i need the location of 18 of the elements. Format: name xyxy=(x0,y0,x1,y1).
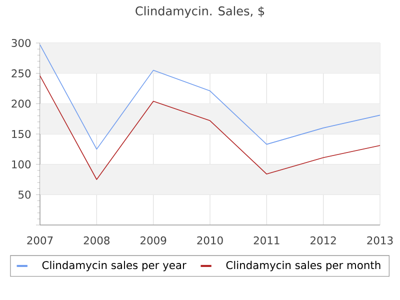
y-tick-label: 200 xyxy=(12,100,31,108)
y-tick-label: 300 xyxy=(12,38,31,48)
x-tick-label: 2013 xyxy=(367,236,393,244)
x-tick-label: 2011 xyxy=(254,236,280,244)
line-series xyxy=(40,75,380,180)
y-tick-label: 50 xyxy=(18,190,31,199)
x-tick-label: 2010 xyxy=(197,236,223,244)
legend-label: Clindamycin sales per year xyxy=(42,260,186,272)
chart-title: Clindamycin. Sales, $ xyxy=(136,6,264,18)
x-tick-label: 2009 xyxy=(140,236,166,244)
x-tick-label: 2012 xyxy=(310,236,336,244)
legend-label: Clindamycin sales per month xyxy=(226,260,380,272)
y-tick-label: 250 xyxy=(12,69,31,78)
x-tick-label: 2007 xyxy=(27,236,53,244)
line-series xyxy=(40,44,380,150)
y-tick-label: 150 xyxy=(12,130,31,138)
x-tick-label: 2008 xyxy=(84,236,110,244)
y-tick-label: 100 xyxy=(12,160,31,168)
